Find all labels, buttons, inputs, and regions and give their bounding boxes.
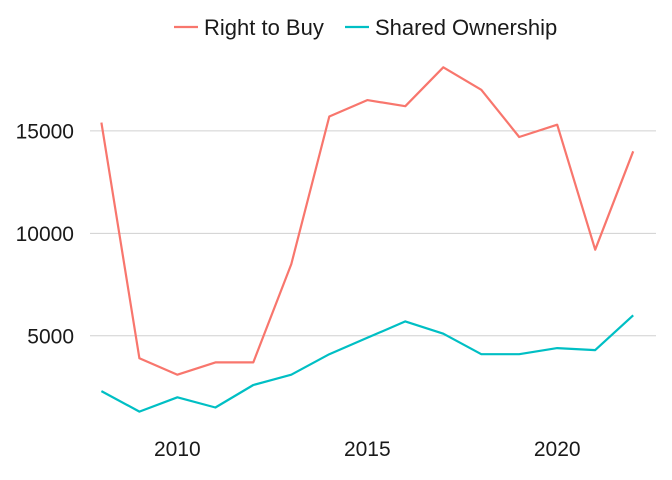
y-tick-label-10000: 10000 <box>16 223 74 246</box>
x-axis-tick-labels: 2010 2015 2020 <box>154 438 581 461</box>
x-tick-label-2010: 2010 <box>154 438 201 461</box>
y-axis-tick-labels: 5000 10000 15000 <box>16 120 74 348</box>
legend-label-shared-ownership: Shared Ownership <box>375 15 557 40</box>
series-line-right-to-buy <box>100 66 635 376</box>
x-tick-label-2015: 2015 <box>344 438 391 461</box>
x-tick-label-2020: 2020 <box>534 438 581 461</box>
series-lines <box>100 66 635 413</box>
legend: Right to Buy Shared Ownership <box>174 15 557 40</box>
y-tick-label-5000: 5000 <box>27 325 74 348</box>
legend-label-right-to-buy: Right to Buy <box>204 15 324 40</box>
series-line-shared-ownership <box>100 314 634 413</box>
y-tick-label-15000: 15000 <box>16 120 74 143</box>
gridlines <box>90 130 656 337</box>
